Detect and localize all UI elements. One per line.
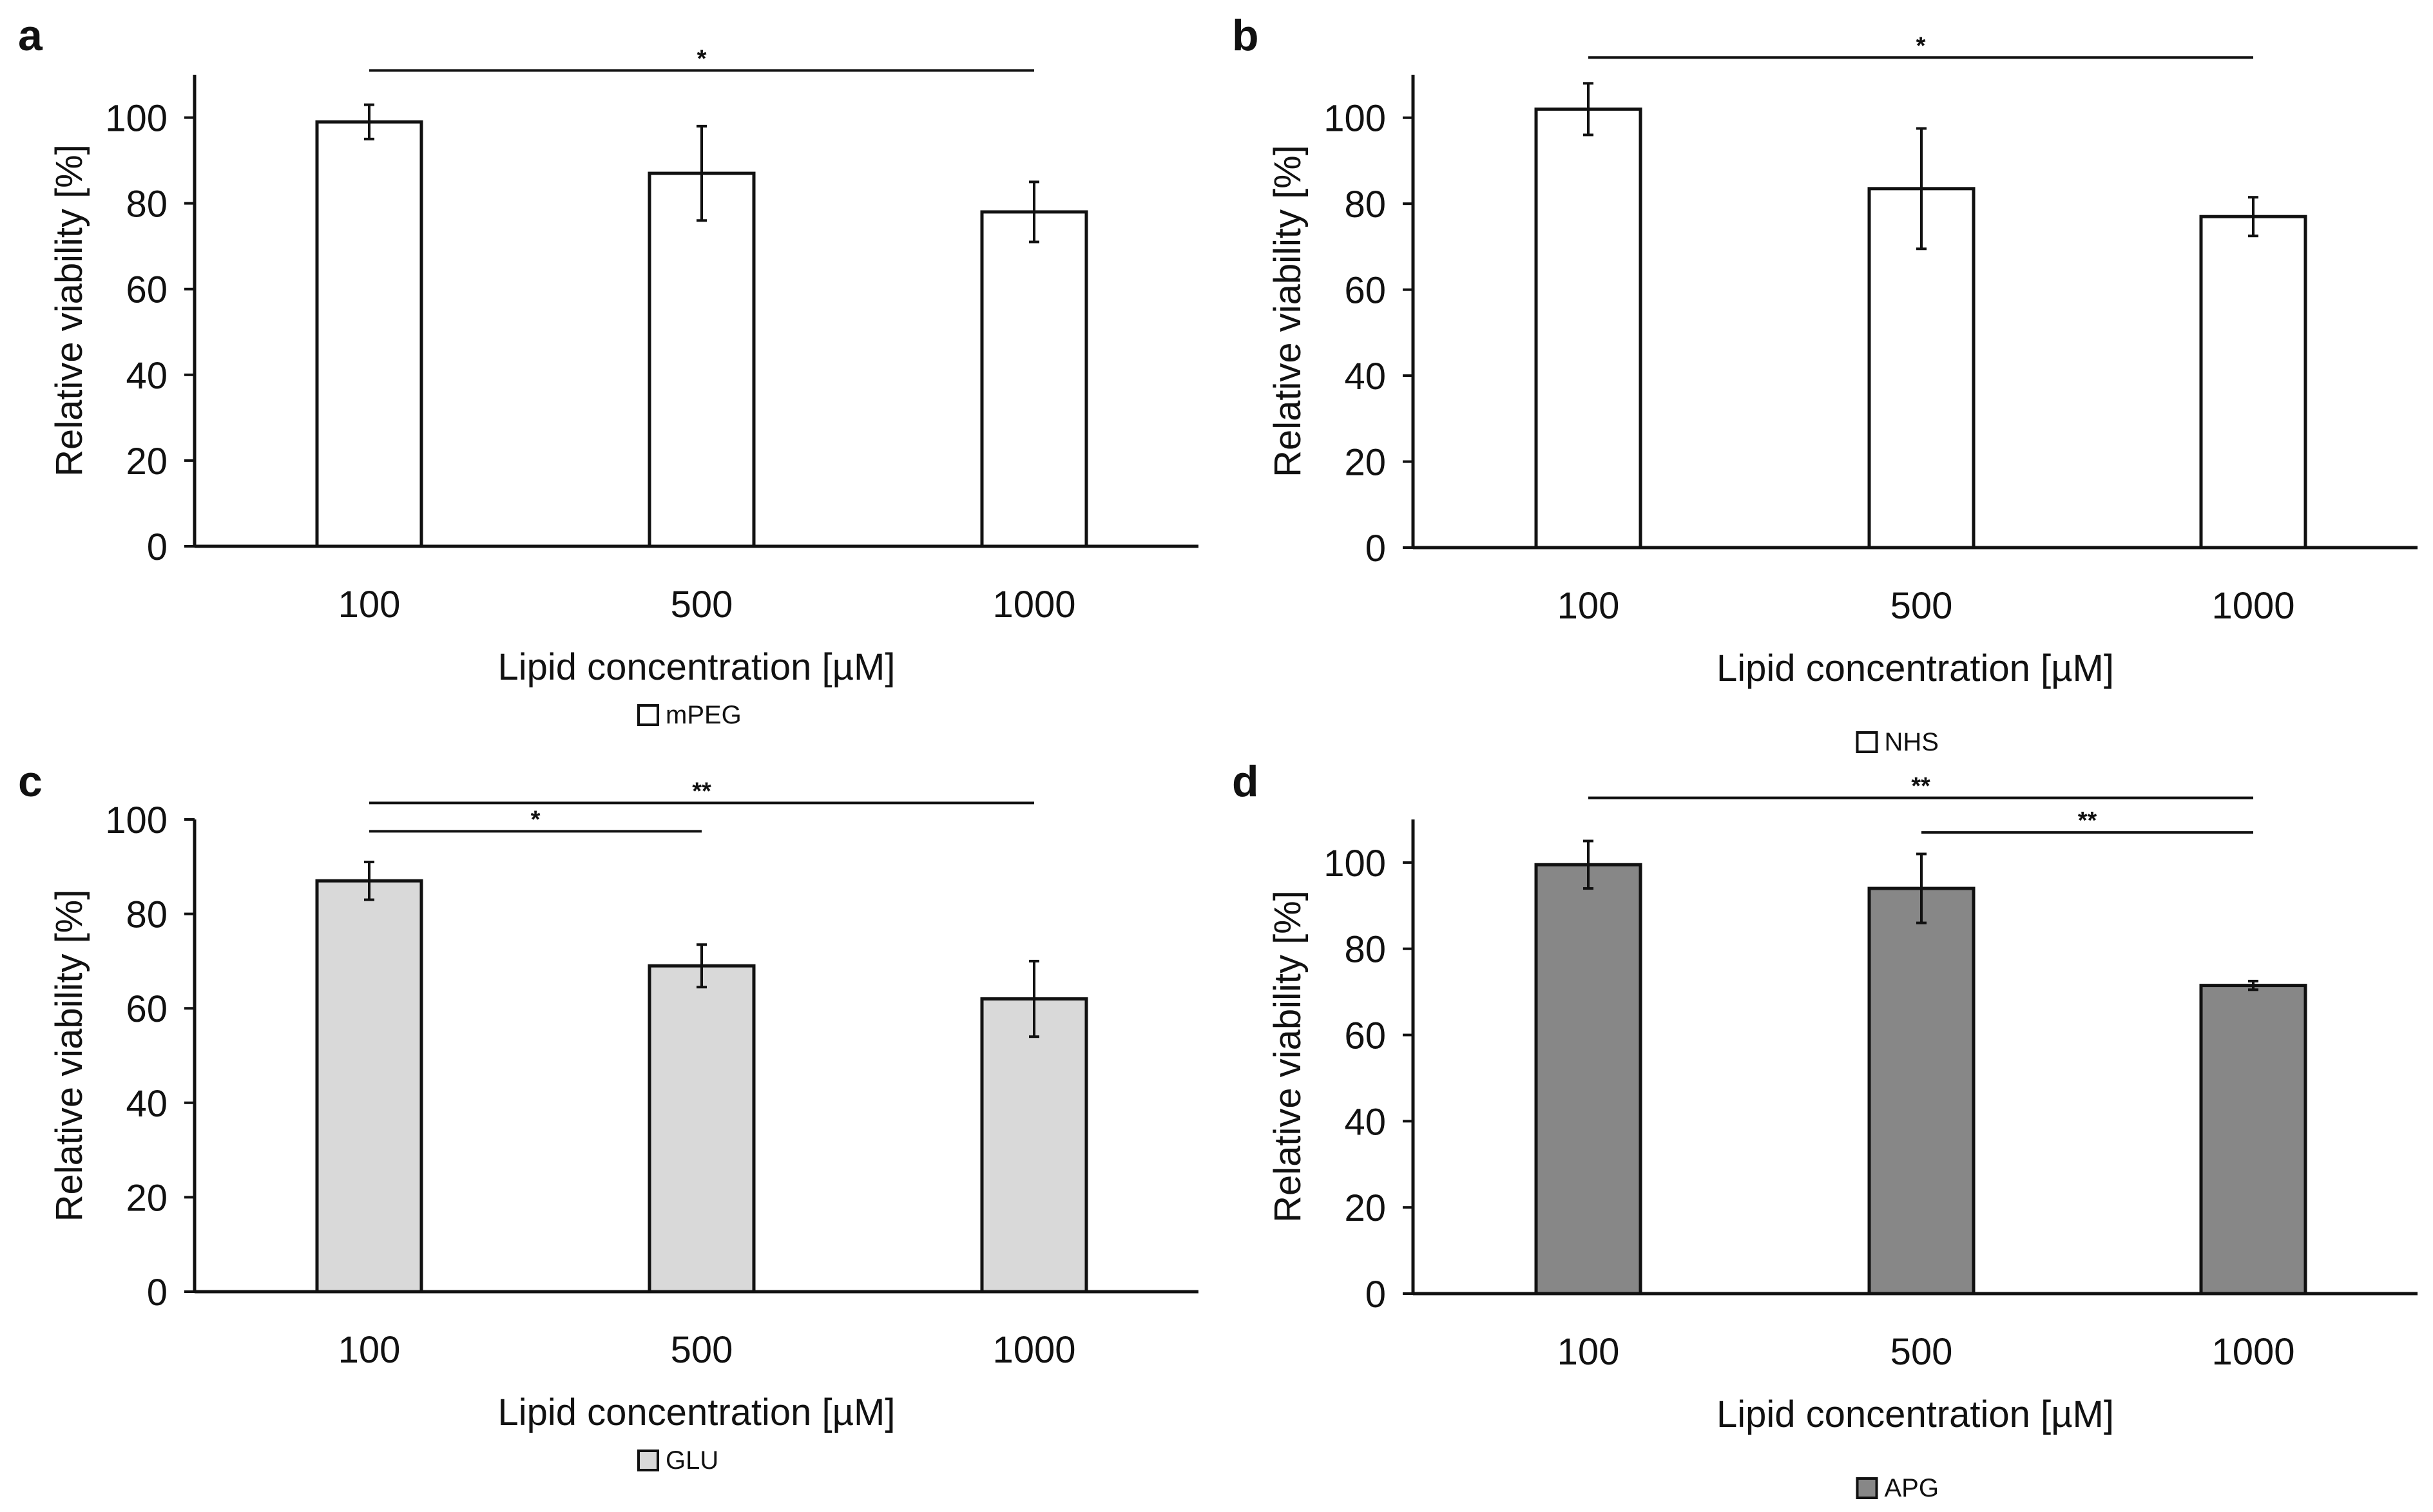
y-axis-label: Relative viability [%] bbox=[48, 144, 90, 477]
y-tick-label: 20 bbox=[1344, 442, 1386, 484]
legend-swatch bbox=[637, 704, 659, 726]
x-tick-label: 100 bbox=[338, 1329, 401, 1371]
x-tick-label: 100 bbox=[1557, 585, 1620, 627]
panel-letter: a bbox=[18, 11, 43, 60]
y-tick-label: 0 bbox=[1365, 528, 1386, 569]
panel-c: c 0 20 40 60 80 100 Relative viability [%] 100 50… bbox=[18, 757, 1198, 1475]
bar bbox=[648, 171, 756, 548]
y-tick-label: 60 bbox=[126, 269, 168, 311]
x-tick-label: 500 bbox=[1890, 585, 1953, 627]
x-axis-label: Lipid concentration [µM] bbox=[1717, 1393, 2114, 1435]
y-tick-label: 40 bbox=[126, 1083, 168, 1125]
significance-label: * bbox=[697, 45, 707, 72]
panel-letter: c bbox=[18, 757, 43, 806]
bar bbox=[980, 210, 1088, 548]
bar bbox=[2199, 215, 2307, 550]
y-tick-label: 40 bbox=[1344, 1101, 1386, 1143]
panel-b: b 0 20 40 60 80 100 Relative viability [%] 100 50… bbox=[1232, 11, 2418, 756]
legend-label: APG bbox=[1885, 1474, 1939, 1502]
legend-label: GLU bbox=[666, 1446, 718, 1475]
y-tick-label: 60 bbox=[1344, 270, 1386, 312]
bar bbox=[1534, 863, 1642, 1296]
y-tick-label: 0 bbox=[147, 1272, 168, 1314]
panel-letter: d bbox=[1232, 757, 1259, 806]
y-tick-label: 20 bbox=[126, 1177, 168, 1219]
y-tick-label: 0 bbox=[147, 526, 168, 568]
significance-label: * bbox=[531, 806, 541, 833]
significance-label: * bbox=[1916, 32, 1926, 59]
x-axis-label: Lipid concentration [µM] bbox=[498, 646, 896, 688]
bar bbox=[2199, 984, 2307, 1296]
x-tick-label: 500 bbox=[671, 1329, 733, 1371]
legend-label: mPEG bbox=[666, 701, 742, 729]
panel-d: d 0 20 40 60 80 100 Relative viability [%] 100 50… bbox=[1232, 757, 2418, 1502]
y-axis-label: Relative viability [%] bbox=[1267, 145, 1309, 477]
y-tick-label: 80 bbox=[126, 894, 168, 936]
x-tick-label: 1000 bbox=[2211, 585, 2294, 627]
bar bbox=[315, 120, 423, 548]
y-tick-label: 80 bbox=[126, 184, 168, 225]
y-tick-label: 100 bbox=[1323, 98, 1386, 140]
y-tick-label: 20 bbox=[1344, 1187, 1386, 1229]
bar bbox=[980, 997, 1088, 1294]
x-axis-label: Lipid concentration [µM] bbox=[1717, 647, 2114, 689]
y-tick-label: 80 bbox=[1344, 929, 1386, 971]
y-tick-label: 0 bbox=[1365, 1274, 1386, 1316]
x-axis-label: Lipid concentration [µM] bbox=[498, 1392, 896, 1433]
legend-swatch bbox=[1856, 731, 1878, 753]
panel-letter: b bbox=[1232, 11, 1259, 60]
y-tick-label: 60 bbox=[1344, 1015, 1386, 1057]
significance-label: ** bbox=[692, 778, 711, 805]
y-tick-label: 40 bbox=[126, 355, 168, 397]
bar bbox=[648, 964, 756, 1294]
y-tick-label: 80 bbox=[1344, 184, 1386, 225]
bar bbox=[1867, 886, 1976, 1296]
legend-swatch bbox=[637, 1450, 659, 1471]
y-tick-label: 20 bbox=[126, 441, 168, 483]
x-tick-label: 500 bbox=[671, 584, 733, 626]
panel-a: a 0 20 40 60 80 100 Relative viability [%] 100 50… bbox=[18, 11, 1198, 729]
x-tick-label: 100 bbox=[338, 584, 401, 626]
y-tick-label: 100 bbox=[105, 98, 168, 140]
y-tick-label: 60 bbox=[126, 988, 168, 1030]
x-tick-label: 100 bbox=[1557, 1331, 1620, 1373]
significance-label: ** bbox=[1911, 773, 1930, 800]
y-axis-label: Relative viability [%] bbox=[48, 890, 90, 1222]
bar bbox=[1534, 107, 1642, 550]
y-tick-label: 100 bbox=[105, 799, 168, 841]
significance-label: ** bbox=[2078, 807, 2097, 834]
x-tick-label: 500 bbox=[1890, 1331, 1953, 1373]
legend-label: NHS bbox=[1885, 728, 1939, 756]
x-tick-label: 1000 bbox=[2211, 1331, 2294, 1373]
x-tick-label: 1000 bbox=[992, 584, 1075, 626]
y-tick-label: 40 bbox=[1344, 356, 1386, 397]
legend-swatch bbox=[1856, 1477, 1878, 1499]
bar bbox=[315, 879, 423, 1294]
y-axis-label: Relative viability [%] bbox=[1267, 890, 1309, 1223]
x-tick-label: 1000 bbox=[992, 1329, 1075, 1371]
y-tick-label: 100 bbox=[1323, 843, 1386, 885]
